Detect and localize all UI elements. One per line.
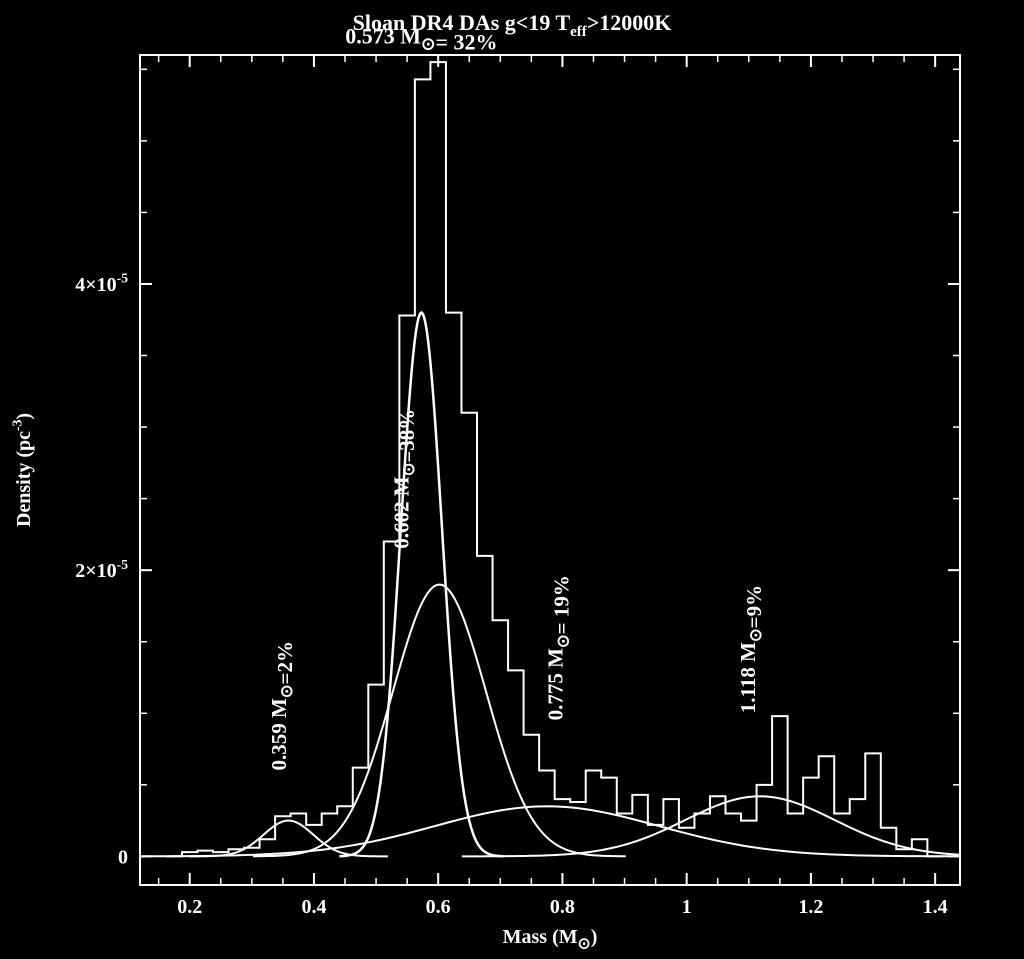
svg-text:1.2: 1.2	[798, 896, 823, 918]
svg-text:0.8: 0.8	[550, 896, 575, 918]
svg-text:0.6: 0.6	[426, 896, 451, 918]
density-mass-histogram-chart: Sloan DR4 DAs g<19 Teff>12000K0.20.40.60…	[0, 0, 1024, 959]
svg-text:0.2: 0.2	[177, 896, 202, 918]
svg-text:1.4: 1.4	[923, 896, 948, 918]
svg-text:0.4: 0.4	[301, 896, 326, 918]
chart-container: Sloan DR4 DAs g<19 Teff>12000K0.20.40.60…	[0, 0, 1024, 959]
svg-text:0: 0	[118, 846, 128, 868]
svg-text:1: 1	[682, 896, 692, 918]
